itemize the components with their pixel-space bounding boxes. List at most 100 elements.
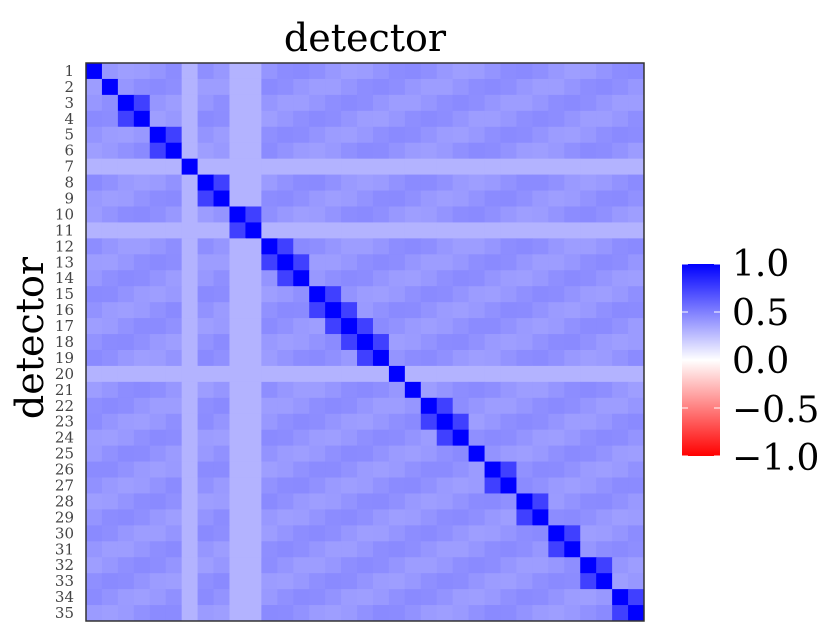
- heatmap-cell: [117, 573, 135, 590]
- heatmap-cell: [325, 525, 342, 542]
- heatmap-cell: [309, 286, 326, 303]
- heatmap-cell: [245, 413, 262, 431]
- heatmap-cell: [484, 365, 502, 383]
- heatmap-cell: [484, 94, 502, 112]
- heatmap-cell: [229, 63, 246, 80]
- y-tick-label: 16: [55, 301, 74, 319]
- heatmap-cell: [628, 222, 645, 239]
- heatmap-cell: [133, 349, 151, 367]
- heatmap-cell: [484, 413, 502, 431]
- heatmap-cell: [101, 286, 119, 303]
- heatmap-cell: [357, 110, 374, 128]
- heatmap-cell: [612, 238, 629, 255]
- heatmap-cell: [484, 349, 502, 367]
- heatmap-cell: [133, 142, 151, 160]
- heatmap-cell: [229, 206, 246, 223]
- heatmap-cell: [325, 573, 342, 590]
- heatmap-cell: [452, 349, 470, 367]
- heatmap-cell: [357, 525, 374, 542]
- heatmap-cell: [628, 302, 645, 319]
- colorbar-tick-label-2: 0.5: [732, 293, 790, 334]
- heatmap-cell: [596, 445, 613, 463]
- y-tick-label: 14: [55, 269, 74, 287]
- heatmap-cell: [245, 525, 262, 542]
- heatmap-cell: [516, 94, 533, 112]
- heatmap-cell: [532, 302, 549, 319]
- heatmap-cell: [580, 190, 597, 207]
- heatmap-cell: [420, 238, 438, 255]
- heatmap-cell: [245, 349, 262, 367]
- heatmap-cell: [133, 397, 151, 415]
- heatmap-cell: [500, 413, 517, 431]
- heatmap-cell: [293, 349, 310, 367]
- y-tick-label: 29: [55, 508, 74, 526]
- heatmap-cell: [628, 589, 645, 606]
- heatmap-cell: [468, 349, 486, 367]
- heatmap-cell: [165, 605, 183, 622]
- heatmap-cell: [277, 493, 294, 510]
- heatmap-cell: [197, 509, 215, 526]
- y-tick-label: 2: [64, 78, 74, 96]
- heatmap-cell: [357, 429, 374, 447]
- heatmap-cell: [165, 254, 183, 271]
- heatmap-cell: [388, 381, 406, 399]
- heatmap-cell: [357, 206, 374, 223]
- heatmap-cell: [309, 509, 326, 526]
- heatmap-cell: [436, 254, 454, 271]
- heatmap-cell: [484, 318, 502, 335]
- heatmap-cell: [452, 397, 470, 415]
- heatmap-cell: [245, 334, 262, 351]
- heatmap-cell: [420, 206, 438, 223]
- heatmap-cell: [357, 365, 374, 383]
- heatmap-cell: [500, 63, 517, 80]
- heatmap-cell: [388, 206, 406, 223]
- heatmap-cell: [612, 445, 629, 463]
- heatmap-cell: [500, 477, 517, 494]
- heatmap-cell: [309, 461, 326, 479]
- heatmap-cell: [309, 413, 326, 431]
- heatmap-cell: [357, 78, 374, 96]
- heatmap-cell: [372, 493, 390, 510]
- heatmap-cell: [612, 254, 629, 271]
- heatmap-cell: [86, 206, 103, 223]
- heatmap-cell: [452, 110, 470, 128]
- heatmap-cell: [341, 158, 358, 176]
- heatmap-cell: [197, 302, 215, 319]
- heatmap-cell: [149, 286, 167, 303]
- heatmap-cell: [245, 589, 262, 606]
- heatmap-cell: [181, 190, 199, 207]
- heatmap-cell: [436, 222, 454, 239]
- heatmap-cell: [117, 126, 135, 144]
- heatmap-cell: [500, 174, 517, 192]
- heatmap-cell: [484, 477, 502, 494]
- heatmap-cell: [500, 349, 517, 367]
- heatmap-cell: [612, 63, 629, 80]
- heatmap-cell: [532, 63, 549, 80]
- heatmap-cell: [325, 174, 342, 192]
- heatmap-cell: [372, 254, 390, 271]
- heatmap-cell: [309, 605, 326, 622]
- heatmap-cell: [325, 190, 342, 207]
- heatmap-cell: [532, 573, 549, 590]
- heatmap-cell: [468, 206, 486, 223]
- heatmap-cell: [101, 254, 119, 271]
- heatmap-cell: [372, 445, 390, 463]
- heatmap-cell: [245, 573, 262, 590]
- heatmap-cell: [101, 222, 119, 239]
- heatmap-cell: [277, 477, 294, 494]
- heatmap-cell: [452, 589, 470, 606]
- heatmap-cell: [548, 397, 565, 415]
- heatmap-cell: [404, 254, 422, 271]
- heatmap-cell: [548, 525, 565, 542]
- heatmap-cell: [484, 397, 502, 415]
- heatmap-cell: [532, 557, 549, 574]
- heatmap-cell: [213, 126, 230, 144]
- heatmap-cell: [181, 238, 199, 255]
- heatmap-cell: [532, 477, 549, 494]
- heatmap-cell: [165, 477, 183, 494]
- heatmap-cell: [86, 557, 103, 574]
- heatmap-cell: [261, 110, 278, 128]
- heatmap-cell: [612, 365, 629, 383]
- heatmap-cell: [357, 142, 374, 160]
- heatmap-cell: [277, 589, 294, 606]
